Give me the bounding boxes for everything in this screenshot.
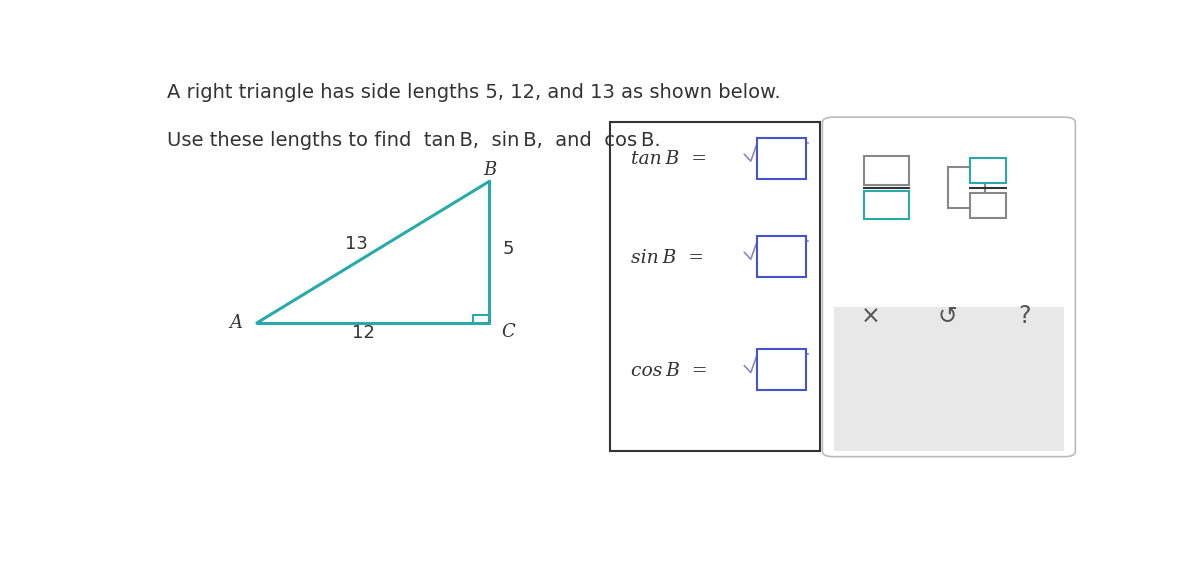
Bar [757, 349, 805, 391]
Bar [864, 156, 908, 185]
Text: A right triangle has side lengths 5, 12, and 13 as shown below.: A right triangle has side lengths 5, 12,… [167, 83, 780, 102]
Bar [948, 167, 985, 208]
Text: B: B [482, 161, 496, 179]
Bar [864, 191, 908, 220]
Text: cos B  =: cos B = [631, 362, 708, 380]
Bar [834, 307, 1064, 452]
Bar [611, 122, 820, 452]
Text: A: A [229, 314, 242, 332]
Text: tan B  =: tan B = [631, 151, 707, 169]
Text: ×: × [860, 305, 881, 328]
Text: ?: ? [1018, 305, 1031, 328]
Text: Use these lengths to find  tan B,  sin B,  and  cos B.: Use these lengths to find tan B, sin B, … [167, 131, 660, 150]
Bar [757, 138, 805, 179]
Text: sin B  =: sin B = [631, 248, 704, 267]
Text: 12: 12 [353, 324, 376, 342]
Text: C: C [502, 323, 515, 341]
Bar [971, 192, 1006, 218]
Bar [971, 158, 1006, 183]
Text: ↺: ↺ [937, 305, 956, 328]
Text: 13: 13 [346, 235, 368, 254]
Bar [757, 235, 805, 277]
Bar [834, 122, 1064, 307]
Text: 5: 5 [503, 240, 514, 258]
